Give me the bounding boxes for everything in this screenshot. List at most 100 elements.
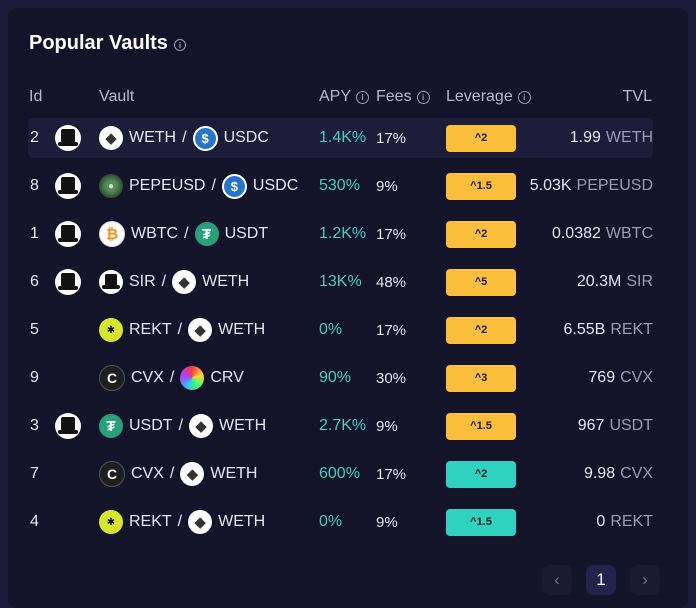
chevron-right-icon[interactable]: › xyxy=(630,565,660,595)
apy-value: 1.2K% xyxy=(319,225,367,242)
btc-icon: ₿ xyxy=(99,221,125,247)
info-icon[interactable]: i xyxy=(416,90,430,104)
eth-icon: ◆ xyxy=(189,414,214,438)
pair-separator: / xyxy=(182,129,187,146)
table-row[interactable]: 7 C CVX / ◆ WETH 600% 17% ^2 9.98 CVX xyxy=(28,454,653,494)
rekt-icon: ✱ xyxy=(99,318,123,342)
tvl-unit: REKT xyxy=(610,513,653,530)
crv-icon xyxy=(180,366,205,390)
table-row[interactable]: 5 ✱ REKT / ◆ WETH 0% 17% ^2 6.55B REKT xyxy=(28,310,653,350)
table-row[interactable]: 3 ₮ USDT / ◆ WETH 2.7K% 9% ^1.5 967 USDT xyxy=(28,406,653,446)
tvl-unit: CVX xyxy=(620,465,653,482)
info-icon[interactable]: i xyxy=(173,39,186,51)
table-row[interactable]: 4 ✱ REKT / ◆ WETH 0% 9% ^1.5 0 REKT xyxy=(28,502,653,542)
pair-separator: / xyxy=(161,273,167,290)
tvl-unit: SIR xyxy=(626,273,653,290)
usdt-icon: ₮ xyxy=(99,414,123,438)
info-icon[interactable]: i xyxy=(356,90,370,104)
apy-value: 13K% xyxy=(319,273,362,290)
pair-separator: / xyxy=(178,417,184,434)
collateral-token: PEPEUSD xyxy=(129,177,206,194)
tvl-unit: WETH xyxy=(605,129,653,146)
page-number-current[interactable]: 1 xyxy=(586,565,616,595)
vault-pair: SIR / ◆ WETH xyxy=(99,262,249,302)
pair-separator: / xyxy=(169,369,175,386)
pair-separator: / xyxy=(211,177,216,194)
tvl-amount: 9.98 xyxy=(583,465,616,482)
table-row[interactable]: 1 ₿ WBTC / ₮ USDT 1.2K% 17% ^2 0.0382 WBTC xyxy=(28,214,653,254)
eth-icon: ◆ xyxy=(99,126,123,150)
leverage-badge: ^1.5 xyxy=(446,172,516,200)
leverage-badge: ^5 xyxy=(446,268,516,296)
fees-value: 17% xyxy=(376,321,407,339)
apy-value: 90% xyxy=(319,369,352,386)
leverage-badge: ^1.5 xyxy=(446,412,516,440)
debt-token: WETH xyxy=(219,417,267,434)
collateral-token: USDT xyxy=(129,417,173,434)
table-row[interactable]: 6 SIR / ◆ WETH 13K% 48% ^5 20.3M SIR xyxy=(28,262,653,302)
vault-id: 5 xyxy=(30,321,39,338)
debt-token: CRV xyxy=(210,369,244,386)
apy-value: 530% xyxy=(319,177,360,194)
info-icon[interactable]: i xyxy=(517,90,531,104)
eth-icon: ◆ xyxy=(188,510,213,534)
tvl-value: 5.03K PEPEUSD xyxy=(530,166,653,206)
leverage-badge: ^1.5 xyxy=(446,508,516,536)
vault-pair: ✱ REKT / ◆ WETH xyxy=(99,310,265,350)
column-header-tvl: TVL xyxy=(622,88,652,105)
tvl-amount: 0.0382 xyxy=(551,225,601,242)
fees-value: 9% xyxy=(376,177,398,195)
tvl-amount: 20.3M xyxy=(576,273,622,290)
leverage-badge: ^2 xyxy=(446,316,516,344)
tvl-amount: 6.55B xyxy=(563,321,606,338)
usdc-icon: $ xyxy=(192,125,218,151)
collateral-token: WBTC xyxy=(131,225,179,242)
fees-value: 17% xyxy=(376,225,407,243)
apy-value: 0% xyxy=(319,513,343,530)
sir-icon xyxy=(99,270,123,294)
cvx-icon: C xyxy=(99,461,125,487)
pepe-icon: ● xyxy=(99,174,123,198)
collateral-token: REKT xyxy=(129,513,172,530)
vault-pair: ● PEPEUSD / $ USDC xyxy=(99,166,298,206)
vault-pair: ◆ WETH / $ USDC xyxy=(99,118,269,158)
tvl-unit: PEPEUSD xyxy=(576,177,653,194)
tvl-amount: 1.99 xyxy=(569,129,601,146)
table-row[interactable]: 9 C CVX / CRV 90% 30% ^3 769 CVX xyxy=(28,358,653,398)
leverage-badge: ^3 xyxy=(446,364,516,392)
vault-id: 9 xyxy=(30,369,39,386)
vault-id: 4 xyxy=(30,513,39,530)
chevron-left-icon[interactable]: ‹ xyxy=(542,565,572,595)
column-header-fees: Fees i xyxy=(376,88,430,106)
eth-icon: ◆ xyxy=(172,270,197,294)
top-hat-icon xyxy=(55,269,81,295)
usdc-icon: $ xyxy=(221,173,247,199)
pair-separator: / xyxy=(177,513,183,530)
cvx-icon: C xyxy=(99,365,125,391)
table-row[interactable]: 8 ● PEPEUSD / $ USDC 530% 9% ^1.5 5.03K PEPEUSD xyxy=(28,166,653,206)
rekt-icon: ✱ xyxy=(99,510,123,534)
apy-value: 2.7K% xyxy=(319,417,367,434)
apy-value: 1.4K% xyxy=(319,129,367,146)
fees-value: 17% xyxy=(376,129,407,147)
tvl-value: 769 CVX xyxy=(588,358,653,398)
vault-pair: ✱ REKT / ◆ WETH xyxy=(99,502,265,542)
column-header-leverage: Leverage i xyxy=(446,88,531,106)
leverage-badge: ^2 xyxy=(446,460,516,488)
eth-icon: ◆ xyxy=(180,462,205,486)
debt-token: USDC xyxy=(223,129,269,146)
vault-pair: C CVX / CRV xyxy=(99,358,244,398)
debt-token: WETH xyxy=(210,465,258,482)
tvl-amount: 0 xyxy=(596,513,606,530)
debt-token: USDC xyxy=(252,177,299,194)
collateral-token: CVX xyxy=(131,369,164,386)
vault-id: 1 xyxy=(30,225,39,242)
collateral-token: SIR xyxy=(129,273,156,290)
tvl-amount: 5.03K xyxy=(529,177,572,194)
tvl-amount: 967 xyxy=(577,417,605,434)
popular-vaults-panel: Popular Vaults i Id Vault APY i Fees i Lev… xyxy=(8,8,688,608)
tvl-unit: USDT xyxy=(609,417,653,434)
tvl-value: 20.3M SIR xyxy=(577,262,653,302)
table-row[interactable]: 2 ◆ WETH / $ USDC 1.4K% 17% ^2 1.99 WETH xyxy=(28,118,653,158)
vault-pair: ₮ USDT / ◆ WETH xyxy=(99,406,266,446)
